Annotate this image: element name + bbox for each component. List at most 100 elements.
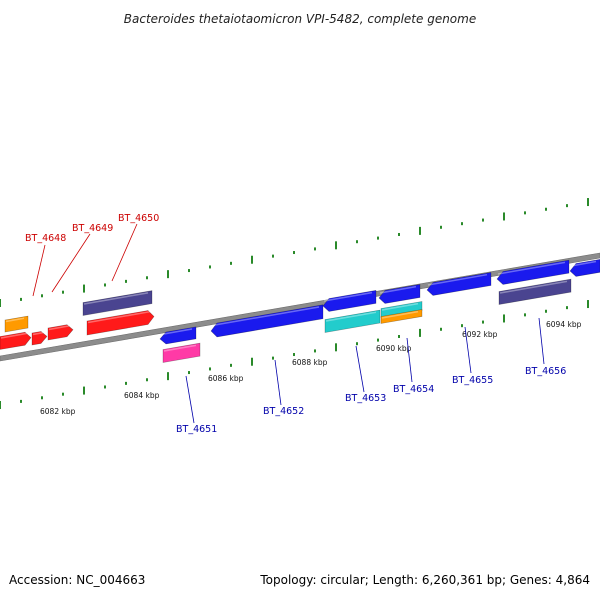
gene-feature[interactable] bbox=[322, 290, 377, 312]
minor-tick bbox=[377, 338, 379, 342]
scale-label: 6092 kbp bbox=[462, 330, 498, 339]
minor-tick bbox=[272, 254, 274, 258]
major-tick bbox=[167, 270, 169, 279]
genome-summary-text: Topology: circular; Length: 6,260,361 bp… bbox=[260, 573, 590, 587]
gene-feature[interactable] bbox=[4, 315, 29, 333]
minor-tick bbox=[461, 222, 463, 226]
gene-feature[interactable] bbox=[380, 309, 423, 324]
leader-line bbox=[464, 326, 472, 374]
gene-feature[interactable] bbox=[569, 259, 600, 277]
gene-label-bt-4649[interactable]: BT_4649 bbox=[72, 223, 113, 234]
feature-highlight bbox=[499, 280, 568, 294]
gene-feature[interactable] bbox=[324, 309, 381, 333]
scale-label: 6090 kbp bbox=[376, 344, 412, 353]
gene-label-bt-4654[interactable]: BT_4654 bbox=[393, 384, 434, 395]
gene-feature[interactable] bbox=[210, 304, 324, 338]
minor-tick bbox=[104, 385, 106, 389]
feature-highlight bbox=[83, 292, 149, 305]
leader-line bbox=[355, 345, 365, 393]
minor-tick bbox=[356, 240, 358, 244]
gene-label-bt-4652[interactable]: BT_4652 bbox=[263, 406, 304, 417]
minor-tick bbox=[461, 324, 463, 328]
minor-tick bbox=[272, 356, 274, 360]
accession-text: Accession: NC_004663 bbox=[9, 573, 146, 587]
map-title: Bacteroides thetaiotaomicron VPI-5482, c… bbox=[124, 12, 476, 26]
major-tick bbox=[503, 314, 505, 323]
major-tick bbox=[83, 284, 85, 293]
leader-line bbox=[406, 337, 413, 383]
major-tick bbox=[83, 386, 85, 395]
leader-line bbox=[111, 223, 138, 282]
minor-tick bbox=[20, 399, 22, 403]
gene-feature[interactable] bbox=[162, 342, 201, 363]
minor-tick bbox=[482, 218, 484, 222]
minor-tick bbox=[293, 251, 295, 255]
gene-features bbox=[0, 259, 600, 363]
minor-tick bbox=[146, 378, 148, 382]
lower-tick-row bbox=[0, 300, 589, 409]
upper-tick-row bbox=[0, 198, 589, 307]
gene-feature[interactable] bbox=[159, 326, 197, 345]
major-tick bbox=[335, 241, 337, 250]
minor-tick bbox=[398, 334, 400, 338]
leader-line bbox=[185, 375, 195, 424]
gene-label-bt-4655[interactable]: BT_4655 bbox=[452, 375, 493, 386]
major-tick bbox=[251, 357, 253, 366]
minor-tick bbox=[62, 290, 64, 294]
minor-tick bbox=[104, 283, 106, 287]
major-tick bbox=[587, 198, 589, 207]
minor-tick bbox=[377, 236, 379, 240]
gene-label-bt-4650[interactable]: BT_4650 bbox=[118, 213, 159, 224]
feature-highlight bbox=[381, 302, 419, 311]
gene-feature[interactable] bbox=[426, 272, 492, 296]
leader-line bbox=[32, 244, 46, 297]
minor-tick bbox=[398, 232, 400, 236]
feature-highlight bbox=[160, 328, 193, 336]
gene-labels: BT_4648 BT_4649 BT_4650 BT_4651 BT_4652 … bbox=[25, 213, 566, 435]
minor-tick bbox=[209, 265, 211, 269]
major-tick bbox=[251, 255, 253, 264]
minor-tick bbox=[524, 211, 526, 215]
gene-feature[interactable] bbox=[82, 290, 153, 316]
minor-tick bbox=[482, 320, 484, 324]
feature-highlight bbox=[87, 310, 151, 324]
gene-feature[interactable] bbox=[496, 259, 570, 285]
feature-highlight bbox=[0, 332, 28, 339]
major-tick bbox=[419, 328, 421, 337]
feature-highlight bbox=[211, 306, 320, 327]
minor-tick bbox=[566, 204, 568, 208]
minor-tick bbox=[188, 371, 190, 375]
minor-tick bbox=[524, 313, 526, 317]
gene-feature[interactable] bbox=[31, 331, 48, 346]
feature-highlight bbox=[32, 331, 44, 336]
gene-feature[interactable] bbox=[378, 284, 421, 304]
feature-highlight bbox=[48, 325, 70, 331]
minor-tick bbox=[566, 306, 568, 310]
gene-feature[interactable] bbox=[47, 324, 74, 341]
minor-tick bbox=[314, 349, 316, 353]
feature-highlight bbox=[5, 317, 25, 323]
scale-labels: 6082 kbp 6084 kbp 6086 kbp 6088 kbp 6090… bbox=[40, 320, 582, 416]
major-tick bbox=[419, 226, 421, 235]
leader-line bbox=[538, 317, 545, 365]
gene-feature[interactable] bbox=[498, 278, 572, 305]
gene-feature[interactable] bbox=[86, 310, 155, 336]
minor-tick bbox=[41, 294, 43, 298]
scale-label: 6094 kbp bbox=[546, 320, 582, 329]
minor-tick bbox=[125, 279, 127, 283]
leader-line bbox=[51, 233, 91, 293]
feature-highlight bbox=[325, 311, 377, 322]
feature-highlight bbox=[163, 344, 197, 352]
feature-highlight bbox=[381, 310, 419, 319]
minor-tick bbox=[314, 247, 316, 251]
major-tick bbox=[167, 372, 169, 381]
gene-label-bt-4656[interactable]: BT_4656 bbox=[525, 366, 566, 377]
major-tick bbox=[587, 300, 589, 309]
gene-label-bt-4651[interactable]: BT_4651 bbox=[176, 424, 217, 435]
gene-feature[interactable] bbox=[0, 331, 32, 350]
gene-label-bt-4648[interactable]: BT_4648 bbox=[25, 233, 66, 244]
minor-tick bbox=[293, 353, 295, 357]
gene-label-bt-4653[interactable]: BT_4653 bbox=[345, 393, 386, 404]
minor-tick bbox=[20, 297, 22, 301]
scale-label: 6086 kbp bbox=[208, 374, 244, 383]
